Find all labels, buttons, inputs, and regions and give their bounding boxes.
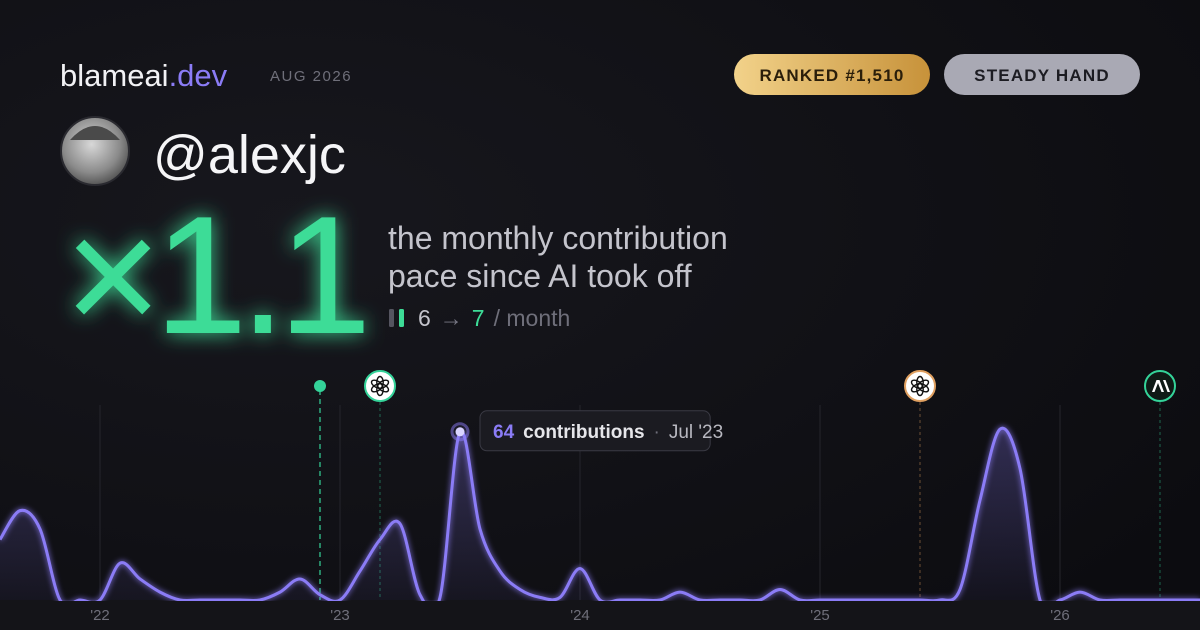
after-icon bbox=[399, 309, 404, 327]
rank-badge bbox=[734, 54, 930, 95]
highlight-ring bbox=[450, 422, 470, 442]
area-fill bbox=[0, 428, 1200, 601]
caption-line: pace since AI took off bbox=[388, 258, 692, 294]
arrow: → bbox=[440, 305, 463, 331]
brand-tld: .dev bbox=[169, 58, 228, 93]
x-tick-label: '26 bbox=[1050, 607, 1070, 624]
highlight-dot bbox=[455, 427, 465, 437]
event-icon bbox=[904, 370, 936, 402]
tooltip-value: 64 bbox=[493, 422, 515, 443]
after: 7 bbox=[472, 305, 485, 331]
before-icon bbox=[389, 309, 394, 327]
tooltip-date: Jul '23 bbox=[669, 422, 723, 443]
event-glyph bbox=[910, 375, 930, 397]
tooltip-separator: · bbox=[654, 422, 660, 443]
style-badge bbox=[944, 54, 1140, 95]
event-glyph bbox=[1152, 380, 1170, 392]
x-tick-label: '24 bbox=[570, 607, 590, 624]
rank-badge-text: RANKED #1,510 bbox=[759, 66, 904, 85]
before: 6 bbox=[418, 305, 431, 331]
date: AUG 2026 bbox=[270, 68, 352, 85]
x-tick-label: '22 bbox=[90, 607, 110, 624]
brand-name: blameai bbox=[60, 58, 169, 93]
caption-line: the monthly contribution bbox=[388, 220, 728, 256]
tooltip-label: contributions bbox=[523, 422, 644, 443]
multiplier: ×1.1 bbox=[64, 181, 364, 369]
event-icon bbox=[364, 370, 396, 402]
avatar-hat bbox=[70, 126, 120, 140]
x-tick-label: '25 bbox=[810, 607, 830, 624]
username: @alexjc bbox=[153, 125, 346, 185]
glyph-petal bbox=[910, 379, 924, 390]
style-badge-text: STEADY HAND bbox=[974, 66, 1110, 85]
tooltip-text: 64 contributions · Jul '23 bbox=[493, 422, 723, 443]
tooltip bbox=[479, 410, 711, 452]
brand: blameai.dev bbox=[60, 58, 228, 93]
glyph-a bbox=[1152, 380, 1170, 392]
x-tick-label: '23 bbox=[330, 607, 350, 624]
glyph-petal bbox=[370, 379, 384, 390]
pace-line: 6 → 7 / month bbox=[418, 305, 570, 331]
event-dot bbox=[314, 380, 326, 392]
event-glyph bbox=[370, 375, 390, 397]
axis-strip bbox=[0, 600, 1200, 630]
unit: / month bbox=[494, 305, 571, 331]
area-line bbox=[0, 426, 1200, 601]
